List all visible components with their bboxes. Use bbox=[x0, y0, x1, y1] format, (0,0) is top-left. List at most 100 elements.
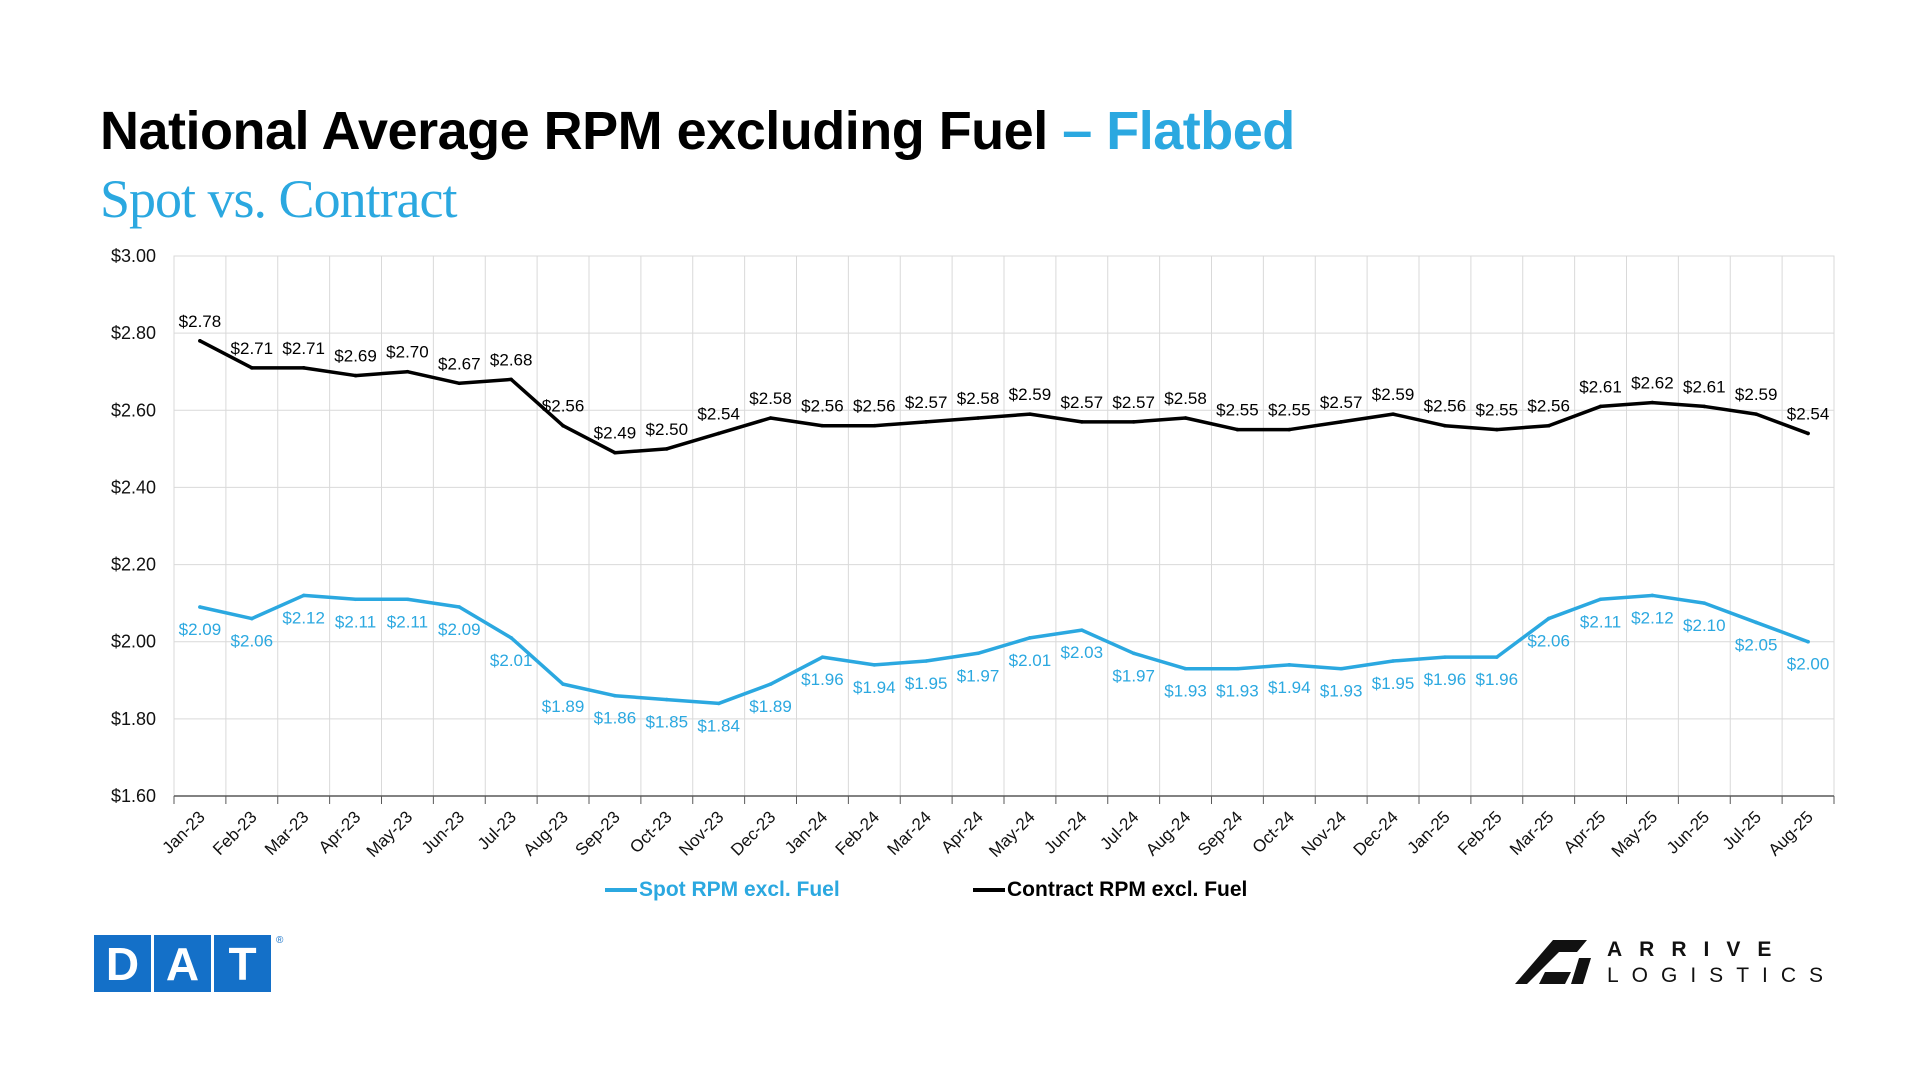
contract-data-label: $2.61 bbox=[1683, 377, 1726, 396]
spot-data-point bbox=[1546, 616, 1551, 621]
x-tick-label: Aug-23 bbox=[520, 807, 572, 859]
spot-data-label: $1.94 bbox=[1268, 678, 1311, 697]
legend-label-spot: Spot RPM excl. Fuel bbox=[639, 878, 840, 901]
contract-data-label: $2.59 bbox=[1009, 385, 1052, 404]
contract-data-label: $2.68 bbox=[490, 350, 533, 369]
spot-data-point bbox=[976, 651, 980, 656]
contract-data-label: $2.57 bbox=[905, 393, 948, 412]
contract-data-label: $2.58 bbox=[1164, 389, 1207, 408]
arrive-logo-mark-icon bbox=[1515, 940, 1591, 984]
spot-data-label: $1.89 bbox=[542, 697, 585, 716]
contract-series-line bbox=[198, 339, 1810, 455]
spot-data-point bbox=[353, 597, 358, 602]
spot-data-point bbox=[250, 616, 254, 621]
contract-data-point bbox=[1495, 427, 1499, 432]
x-tick-label: Jan-25 bbox=[1404, 807, 1454, 857]
spot-data-point bbox=[1131, 651, 1136, 656]
contract-data-point bbox=[561, 423, 565, 428]
spot-data-label: $1.84 bbox=[697, 716, 740, 735]
spot-data-label: $2.12 bbox=[1631, 608, 1674, 627]
spot-data-point bbox=[1183, 666, 1188, 671]
spot-data-point bbox=[716, 701, 721, 706]
contract-data-point bbox=[768, 416, 773, 420]
spot-data-point bbox=[198, 605, 202, 609]
x-tick-label: Mar-25 bbox=[1506, 807, 1558, 859]
spot-data-point bbox=[1235, 666, 1240, 671]
x-tick-label: Aug-25 bbox=[1765, 807, 1817, 859]
contract-data-label: $2.56 bbox=[542, 397, 585, 416]
spot-data-point bbox=[1806, 639, 1810, 644]
chart-title-accent: – Flatbed bbox=[1062, 101, 1295, 161]
spot-data-point bbox=[1702, 601, 1707, 605]
contract-data-point bbox=[405, 369, 410, 374]
spot-data-label: $1.93 bbox=[1216, 682, 1259, 701]
spot-data-point bbox=[924, 659, 928, 663]
contract-data-point bbox=[716, 431, 721, 436]
spot-data-point bbox=[820, 655, 825, 659]
x-tick-label: Dec-23 bbox=[727, 807, 779, 859]
y-tick-label: $2.60 bbox=[111, 400, 156, 420]
x-tick-label: Nov-24 bbox=[1298, 807, 1350, 859]
contract-data-point bbox=[665, 447, 669, 451]
spot-data-label: $2.11 bbox=[1580, 612, 1621, 631]
contract-data-point bbox=[1080, 420, 1084, 424]
contract-data-point bbox=[1287, 427, 1292, 432]
chart-title-main: National Average RPM excluding Fuel bbox=[100, 101, 1048, 161]
x-tick-label: Feb-24 bbox=[832, 807, 884, 859]
y-tick-label: $1.60 bbox=[111, 786, 156, 806]
y-tick-label: $2.80 bbox=[111, 323, 156, 343]
spot-data-label: $1.96 bbox=[801, 670, 844, 689]
contract-data-point bbox=[1339, 420, 1343, 424]
spot-data-point bbox=[1391, 659, 1395, 663]
x-tick-label: May-23 bbox=[363, 807, 417, 861]
contract-data-point bbox=[820, 423, 825, 428]
contract-data-label: $2.56 bbox=[1424, 397, 1467, 416]
spot-data-point bbox=[768, 682, 773, 686]
spot-data-label: $1.94 bbox=[853, 678, 896, 697]
contract-data-label: $2.69 bbox=[334, 347, 377, 366]
contract-data-point bbox=[457, 381, 462, 386]
arrive-logo-line1: ARRIVE bbox=[1607, 938, 1789, 961]
spot-data-point bbox=[301, 593, 306, 598]
x-tick-label: Aug-24 bbox=[1142, 807, 1194, 859]
contract-data-label: $2.58 bbox=[957, 389, 1000, 408]
legend-item-contract: Contract RPM excl. Fuel bbox=[973, 878, 1247, 902]
spot-data-label: $1.93 bbox=[1320, 682, 1363, 701]
spot-data-label: $1.97 bbox=[957, 666, 1000, 685]
x-tick-label: May-25 bbox=[1608, 807, 1662, 861]
spot-data-point bbox=[457, 605, 462, 609]
spot-data-label: $2.06 bbox=[1527, 632, 1570, 651]
spot-data-label: $2.11 bbox=[387, 612, 428, 631]
contract-data-point bbox=[1391, 412, 1395, 416]
spot-data-label: $1.97 bbox=[1112, 666, 1155, 685]
dat-logo-letter-a: A bbox=[154, 935, 211, 992]
spot-data-label: $2.09 bbox=[179, 620, 222, 639]
contract-data-point bbox=[1131, 420, 1136, 424]
contract-data-point bbox=[613, 450, 617, 455]
contract-data-point bbox=[1806, 431, 1810, 436]
contract-data-label: $2.61 bbox=[1579, 377, 1622, 396]
contract-data-label: $2.50 bbox=[646, 420, 689, 439]
spot-data-point bbox=[509, 636, 513, 640]
spot-data-point bbox=[1287, 663, 1292, 667]
legend-label-contract: Contract RPM excl. Fuel bbox=[1007, 878, 1248, 901]
y-tick-label: $1.80 bbox=[111, 709, 156, 729]
x-tick-label: Jan-24 bbox=[781, 807, 831, 857]
x-tick-label: Apr-25 bbox=[1560, 807, 1610, 857]
spot-data-label: $1.95 bbox=[905, 674, 948, 693]
spot-data-point bbox=[1495, 655, 1499, 659]
spot-data-label: $2.12 bbox=[282, 608, 325, 627]
contract-data-label: $2.54 bbox=[697, 404, 740, 423]
contract-data-point bbox=[250, 366, 254, 370]
contract-data-label: $2.71 bbox=[231, 339, 274, 358]
x-tick-label: Feb-25 bbox=[1454, 807, 1506, 859]
x-tick-label: Jul-23 bbox=[474, 807, 520, 853]
x-tick-label: Jun-23 bbox=[418, 807, 468, 857]
dat-registered-mark: ® bbox=[276, 935, 284, 946]
spot-data-label: $2.06 bbox=[231, 632, 274, 651]
spot-data-label: $1.85 bbox=[646, 713, 689, 732]
y-tick-label: $3.00 bbox=[111, 246, 156, 266]
contract-data-label: $2.62 bbox=[1631, 374, 1674, 393]
contract-data-label: $2.49 bbox=[594, 424, 637, 443]
